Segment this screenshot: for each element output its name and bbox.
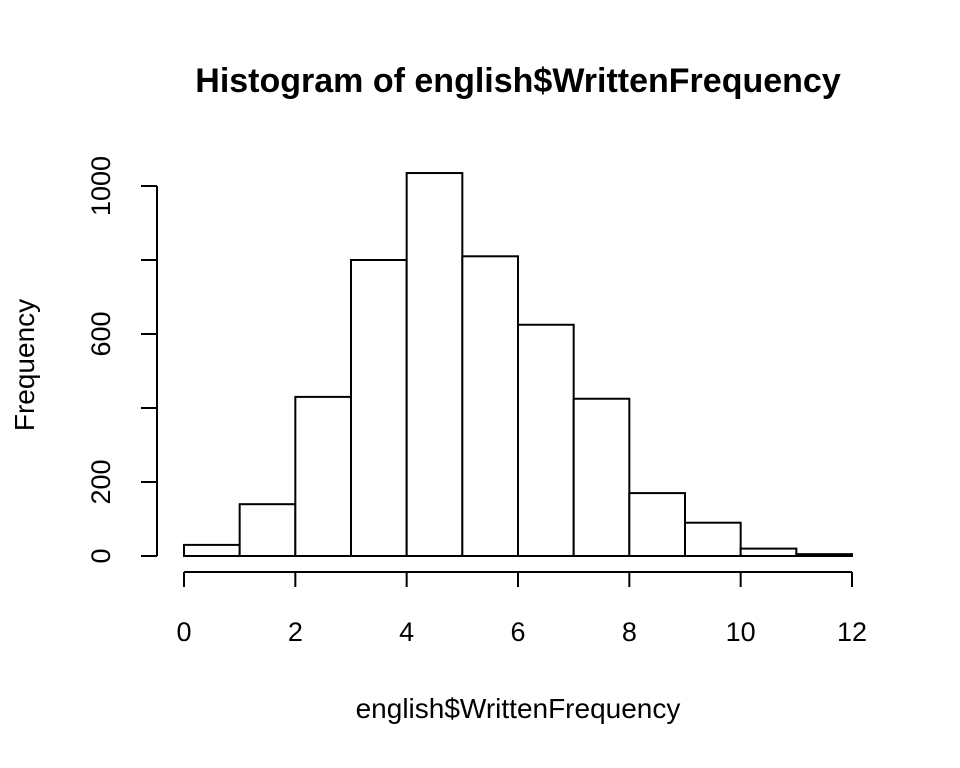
y-tick-label: 600 bbox=[86, 311, 116, 356]
y-tick-label: 0 bbox=[86, 548, 116, 563]
histogram-bar bbox=[572, 397, 631, 557]
histogram-bar bbox=[294, 395, 353, 557]
histogram-bar bbox=[461, 255, 520, 557]
y-tick-label: 200 bbox=[86, 459, 116, 504]
histogram-bar bbox=[739, 547, 798, 557]
chart-title: Histogram of english$WrittenFrequency bbox=[195, 62, 841, 100]
histogram-bar bbox=[405, 172, 464, 558]
x-axis-label: english$WrittenFrequency bbox=[356, 693, 681, 724]
y-axis: 0 200 600 1000 bbox=[86, 156, 158, 564]
x-tick-label: 6 bbox=[510, 617, 525, 647]
histogram-bar bbox=[628, 492, 686, 558]
x-tick-label: 0 bbox=[176, 617, 191, 647]
x-tick-label: 10 bbox=[726, 617, 756, 647]
histogram-bars bbox=[183, 172, 853, 558]
histogram-bar bbox=[795, 553, 853, 558]
histogram-bar bbox=[183, 543, 241, 558]
histogram-bar bbox=[238, 503, 297, 558]
x-axis: 0 2 4 6 8 10 12 bbox=[176, 571, 867, 647]
histogram-bar bbox=[350, 259, 408, 557]
x-tick-label: 2 bbox=[288, 617, 303, 647]
histogram-bar bbox=[517, 323, 575, 557]
x-tick-label: 4 bbox=[399, 617, 414, 647]
x-tick-label: 12 bbox=[837, 617, 867, 647]
y-tick-label: 1000 bbox=[86, 156, 116, 216]
histogram-bar bbox=[684, 521, 742, 558]
y-axis-label: Frequency bbox=[9, 299, 40, 431]
x-tick-label: 8 bbox=[622, 617, 637, 647]
